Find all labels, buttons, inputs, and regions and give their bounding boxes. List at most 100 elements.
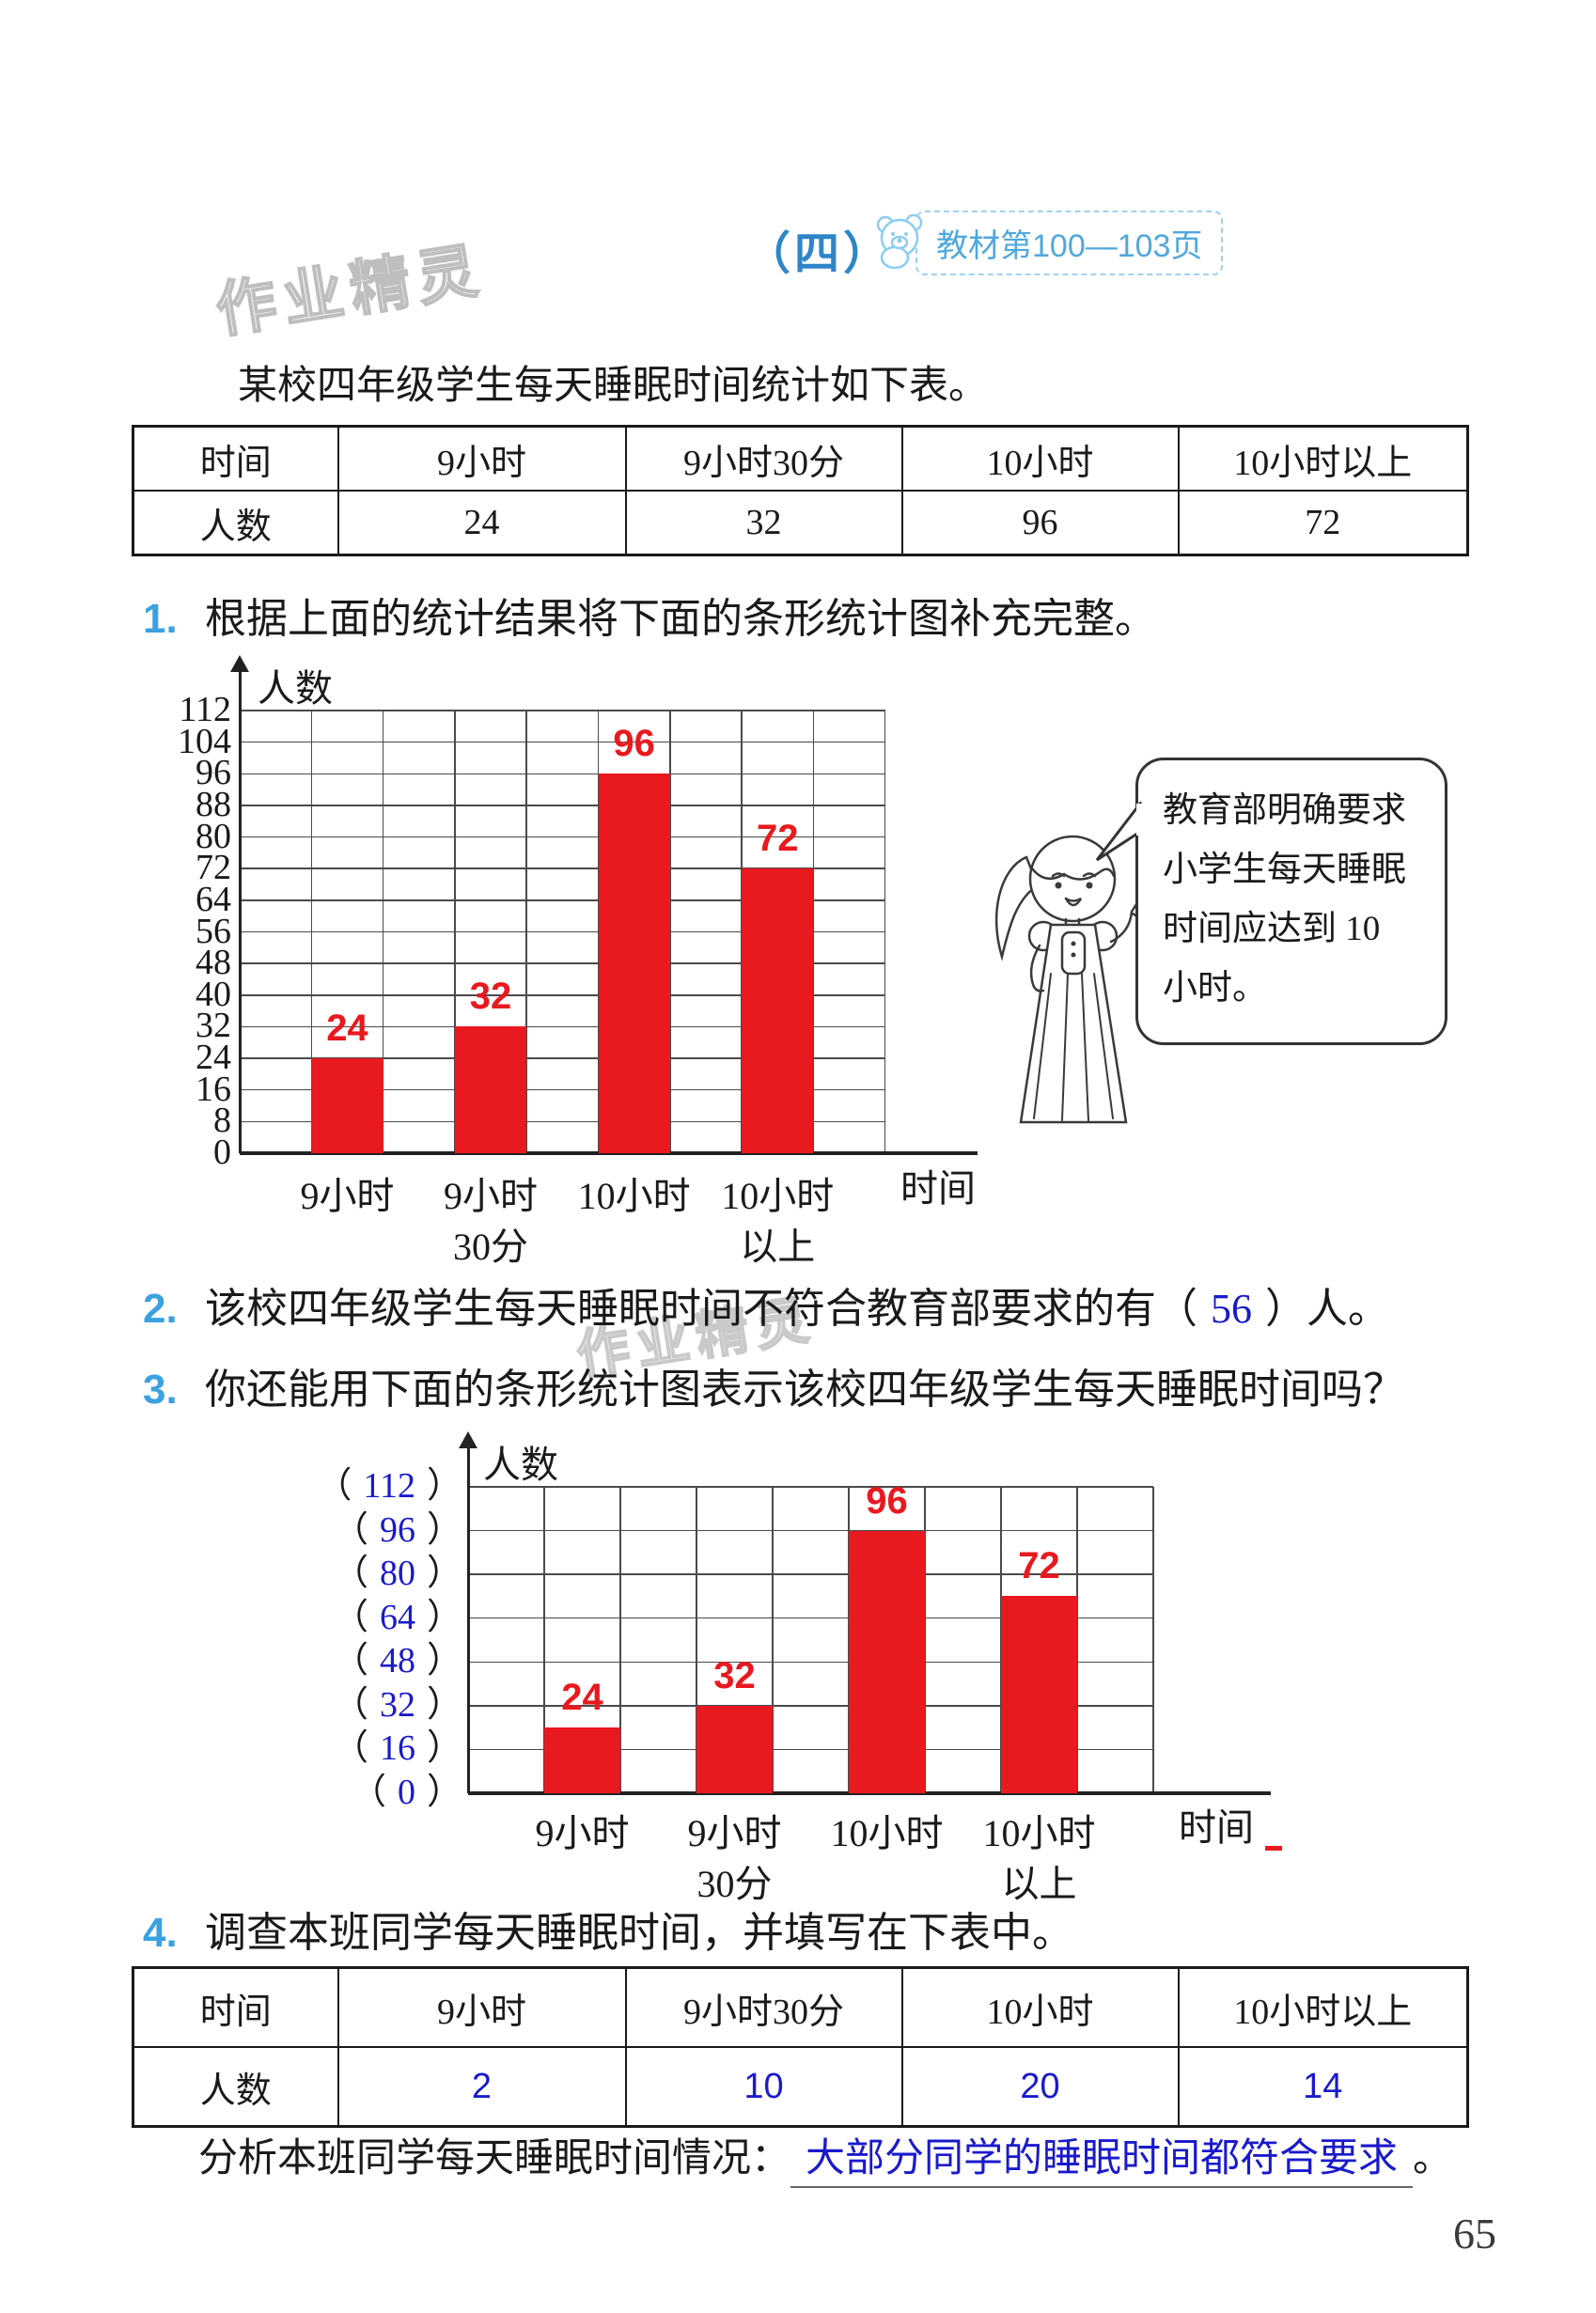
- y-axis-title: 人数: [483, 1444, 558, 1486]
- column-header-cell: 10小时以上: [1177, 425, 1469, 492]
- question-4-text: 调查本班同学每天睡眠时间，并填写在下表中。: [205, 1910, 1073, 1956]
- survey-table: 时间 9小时 9小时30分 10小时 10小时以上 人数 24 32 96 72: [132, 425, 1469, 556]
- class-table-container: 时间 9小时 9小时30分 10小时 10小时以上 人数 2 10 20 14: [132, 1966, 1469, 2128]
- bar: [544, 1727, 620, 1793]
- x-category-label: 以上: [1001, 1863, 1077, 1905]
- x-category-label: 30分: [453, 1226, 529, 1268]
- bar-value-label: 24: [561, 1677, 603, 1719]
- bar: [1001, 1596, 1077, 1793]
- bar: [598, 774, 670, 1153]
- y-tick-part: ）: [426, 1466, 462, 1506]
- y-tick-label: 16: [196, 1069, 231, 1109]
- y-tick-label: 80: [196, 816, 231, 856]
- bar: [454, 1026, 527, 1153]
- y-axis-arrow: [459, 1431, 477, 1448]
- y-axis-title: 人数: [258, 667, 333, 710]
- value-cell: 14: [1177, 2046, 1469, 2128]
- bar-value-label: 32: [713, 1654, 756, 1696]
- column-header-cell: 9小时30分: [624, 1966, 903, 2048]
- bear-icon: [872, 211, 929, 274]
- gridline-h: [240, 1120, 885, 1123]
- intro-text: 某校四年级学生每天睡眠时间统计如下表。: [238, 365, 989, 408]
- analysis-answer: 大部分同学的睡眠时间都符合要求: [790, 2137, 1414, 2188]
- y-tick-label: 104: [178, 721, 231, 761]
- girl-illustration: [983, 799, 1148, 1161]
- speech-bubble-text: 教育部明确要求: [1163, 791, 1406, 830]
- gridline-v: [924, 1487, 926, 1793]
- y-tick-label: （ 0 ）: [256, 1771, 462, 1814]
- gridline-h: [468, 1705, 1153, 1707]
- speech-bubble-text: 小学生每天睡眠: [1163, 851, 1406, 889]
- y-tick-part: （: [332, 1597, 368, 1637]
- bar-value-label: 72: [1018, 1545, 1060, 1587]
- y-tick-label: 8: [213, 1101, 231, 1141]
- gridline-h: [468, 1748, 1153, 1751]
- bar-value-label: 72: [757, 818, 799, 860]
- question-3-text: 你还能用下面的条形统计图表示该校四年级学生每天睡眠时间吗？: [205, 1367, 1404, 1413]
- gridline-v: [812, 711, 815, 1153]
- y-tick-part: （: [332, 1728, 368, 1769]
- bar: [742, 868, 814, 1153]
- analysis-line: 分析本班同学每天睡眠时间情况： 大部分同学的睡眠时间都符合要求。: [198, 2126, 1452, 2188]
- gridline-v: [884, 711, 886, 1153]
- y-tick-label: （ 112 ）: [256, 1464, 462, 1508]
- bar-value-label: 96: [613, 723, 655, 765]
- gridline-v: [669, 711, 671, 1153]
- column-header-cell: 10小时以上: [1177, 1966, 1469, 2048]
- value-cell: 24: [336, 490, 627, 556]
- gridline-h: [468, 1661, 1153, 1664]
- y-tick-label: （ 32 ）: [256, 1683, 462, 1727]
- y-tick-part: （: [350, 1773, 386, 1812]
- y-tick-label: 24: [196, 1038, 231, 1078]
- y-tick-part: 16: [379, 1728, 415, 1769]
- question-3-number: 3.: [143, 1367, 178, 1413]
- y-tick-part: 64: [379, 1597, 415, 1637]
- question-1-number: 1.: [143, 596, 178, 642]
- question-2-number: 2.: [143, 1286, 178, 1332]
- badge-label: 教材第100—103页: [915, 211, 1224, 275]
- value-cell: 96: [900, 490, 1180, 556]
- x-category-label: 9小时: [300, 1175, 395, 1217]
- y-tick-label: 72: [196, 848, 231, 888]
- y-tick-part: ）: [426, 1684, 462, 1725]
- x-category-label: 9小时: [444, 1175, 539, 1217]
- y-tick-label: 112: [179, 690, 231, 729]
- gridline-v: [454, 711, 456, 1153]
- y-tick-label: （ 96 ）: [256, 1508, 462, 1552]
- y-tick-part: 0: [397, 1773, 415, 1812]
- gridline-v: [382, 711, 384, 1153]
- y-tick-label: 0: [213, 1133, 231, 1172]
- y-tick-label: 48: [196, 943, 231, 983]
- bar-value-label: 96: [866, 1479, 908, 1522]
- question-4: 4. 调查本班同学每天睡眠时间，并填写在下表中。: [143, 1899, 1073, 1959]
- x-category-label: 9小时: [535, 1812, 630, 1854]
- column-header-cell: 10小时: [900, 1966, 1180, 2048]
- bar: [311, 1058, 383, 1153]
- gridline-h: [240, 867, 885, 869]
- x-axis-title: 时间: [900, 1167, 976, 1210]
- gridline-h: [468, 1529, 1153, 1532]
- speech-bubble: 教育部明确要求 小学生每天睡眠 时间应达到 10 小时。: [1095, 758, 1447, 1045]
- y-tick-part: ）: [426, 1597, 462, 1637]
- y-axis: [466, 1447, 470, 1793]
- section-title: （四）: [745, 229, 893, 279]
- column-header-cell: 9小时: [336, 1966, 627, 2048]
- gridline-v: [543, 1487, 545, 1793]
- x-axis-title: 时间: [1179, 1806, 1254, 1849]
- speech-bubble-text: 时间应达到 10: [1163, 910, 1381, 948]
- gridline-v: [310, 711, 313, 1153]
- y-tick-part: ）: [426, 1728, 462, 1769]
- y-tick-label: 40: [196, 974, 231, 1014]
- speech-bubble-text: 小时。: [1163, 969, 1267, 1008]
- speech-bubble-tail: [1095, 802, 1142, 862]
- y-tick-part: 32: [379, 1684, 415, 1725]
- value-cell: 10: [624, 2046, 903, 2128]
- table-row: 时间 9小时 9小时30分 10小时 10小时以上: [132, 425, 1469, 492]
- gridline-h: [468, 1486, 1153, 1488]
- gridline-h: [240, 1088, 885, 1091]
- y-tick-part: ）: [426, 1509, 462, 1550]
- gridline-v: [619, 1487, 621, 1793]
- x-category-label: 10小时: [982, 1812, 1096, 1854]
- page-number: 65: [1453, 2210, 1496, 2258]
